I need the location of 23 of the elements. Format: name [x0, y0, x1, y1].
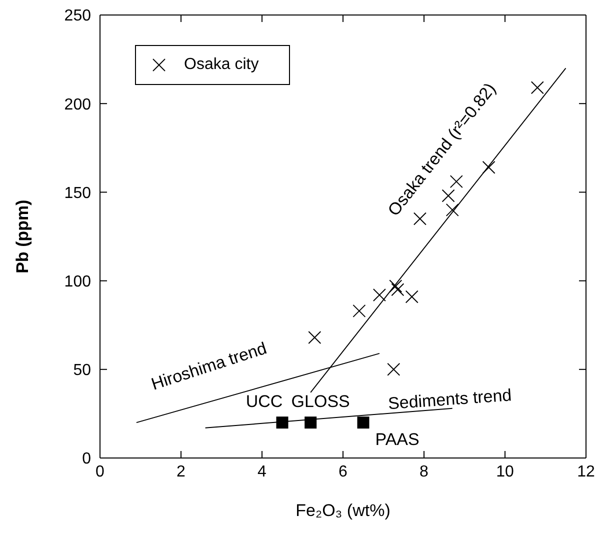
x-tick-label: 8	[420, 463, 429, 480]
point	[357, 416, 370, 429]
legend-label: Osaka city	[184, 56, 259, 74]
annotation: Sediments trend	[387, 386, 512, 414]
x-tick-label: 4	[258, 463, 267, 480]
x-tick-label: 6	[338, 463, 348, 480]
point	[276, 416, 288, 429]
point	[304, 416, 317, 429]
annotation: GLOSS	[291, 392, 350, 412]
annotation: UCC	[246, 392, 283, 412]
y-tick-label: 150	[64, 184, 92, 202]
x-axis-title: Fe₂O₃ (wt%)	[296, 501, 390, 520]
annotation: PAAS	[375, 430, 420, 450]
y-tick-label: 200	[64, 96, 92, 114]
y-tick-label: 100	[64, 273, 92, 290]
y-tick-label: 250	[64, 8, 92, 25]
x-tick-label: 0	[96, 463, 105, 480]
x-tick-label: 12	[577, 463, 595, 480]
y-axis-title: Pb (ppm)	[13, 200, 32, 274]
x-tick-label: 10	[496, 463, 514, 480]
x-tick-label: 2	[176, 463, 186, 480]
y-tick-label: 0	[82, 450, 92, 468]
y-tick-label: 50	[73, 362, 92, 380]
